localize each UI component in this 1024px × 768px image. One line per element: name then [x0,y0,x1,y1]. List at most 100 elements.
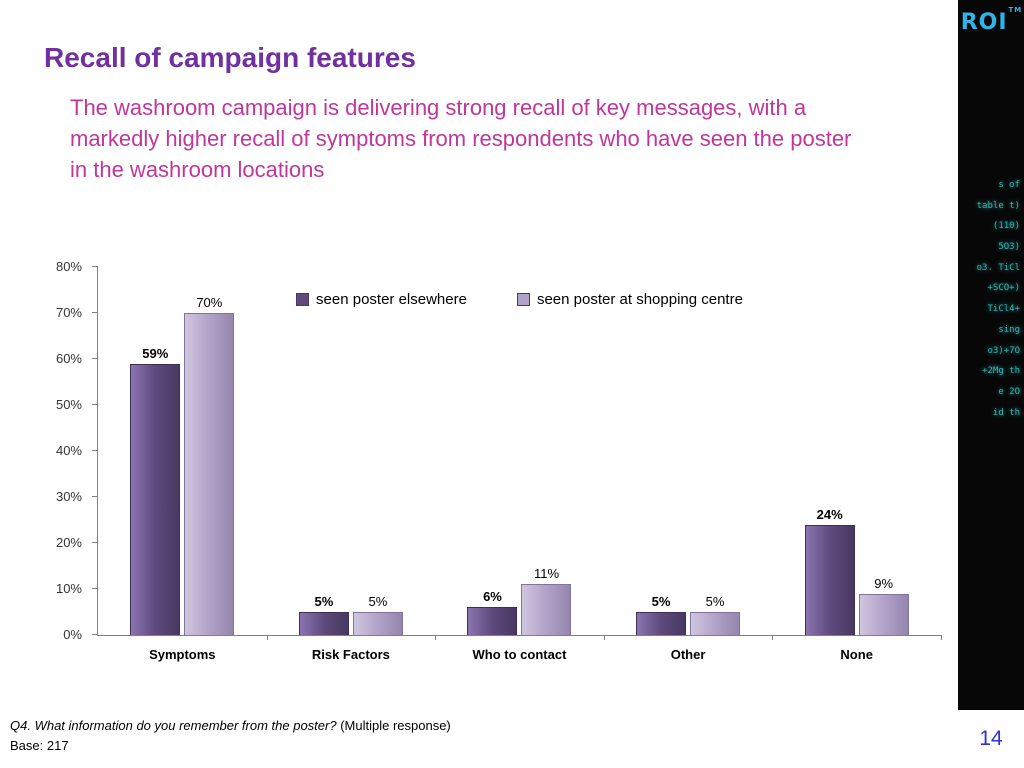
bar-value-label: 5% [368,594,388,609]
roi-logo-tm: TM [1008,5,1023,14]
bar-wrap: 6% [467,589,518,635]
bar-value-label: 70% [196,295,223,310]
bar-seen-poster-elsewhere [467,607,518,635]
y-tick-mark [92,404,98,405]
bar-wrap: 70% [184,295,235,635]
strip-footer: 14 [958,710,1024,768]
bar-seen-poster-elsewhere [130,363,181,635]
y-tick-mark [92,450,98,451]
code-decoration-line: o3)+7O [987,345,1020,356]
bar-value-label: 6% [483,589,502,605]
bar-wrap: 24% [804,506,855,635]
y-tick-label: 60% [55,351,82,366]
x-tick-mark [603,635,605,640]
code-decoration-line: e 2O [998,386,1020,397]
y-tick-label: 0% [63,627,82,642]
bar-wrap: 59% [130,345,181,635]
code-decoration-line: TiCl4+ [987,304,1020,315]
bar-seen-poster-at-shopping-centre [690,612,741,635]
code-decoration-line: (110) [992,221,1020,232]
y-tick-mark [92,634,98,635]
bar-wrap: 5% [352,594,403,635]
legend-label: seen poster at shopping centre [536,291,743,308]
bar-wrap: 5% [690,594,741,635]
page-number: 14 [979,727,1003,750]
legend-item: seen poster at shopping centre [516,291,743,308]
bar-value-label: 9% [874,575,894,591]
x-tick-mark [266,635,268,640]
y-tick-mark [92,542,98,543]
x-tick-mark [435,635,437,640]
category-label: Who to contact [472,647,567,662]
strip-black-panel: ROITM s of table t) (110) 5O3) o3. TiCl +SCO+… [958,0,1024,710]
category-label: Other [670,647,706,662]
right-strip: ROITM s of table t) (110) 5O3) o3. TiCl +SCO+… [958,0,1024,768]
plot-area: seen poster elsewhere seen poster at shop… [92,266,942,662]
code-decoration-line: 5O3) [998,242,1020,253]
bar-group-risk-factors: 5% 5% Risk Factors [267,267,436,662]
bar-wrap: 11% [521,566,572,635]
code-decoration-line: s of [998,180,1020,190]
slide-subtitle: The washroom campaign is delivering stro… [70,95,852,183]
bar-wrap: 9% [858,575,909,635]
footnote: Q4. What information do you remember fro… [10,716,451,756]
y-tick-label: 30% [55,489,82,504]
footnote-question: Q4. What information do you remember fro… [10,717,337,733]
category-label: Symptoms [149,647,216,662]
y-axis: 0% 10% 20% 30% 40% 50% 60% 70% 80% [40,260,90,642]
bar-seen-poster-at-shopping-centre [184,313,235,635]
bar-value-label: 11% [533,566,560,582]
y-tick-label: 50% [55,397,82,412]
code-decoration: s of table t) (110) 5O3) o3. TiCl +SCO+) TiCl4… [958,175,1024,423]
y-tick-mark [92,266,98,267]
page-title: Recall of campaign features [44,42,416,73]
code-decoration-line: +SCO+) [987,283,1020,294]
y-tick-label: 40% [55,443,82,458]
bar-seen-poster-at-shopping-centre [352,612,403,635]
bar-value-label: 24% [816,506,843,522]
y-tick-mark [92,358,98,359]
bar-value-label: 59% [142,345,169,361]
bar-value-label: 5% [314,594,334,609]
legend-swatch [296,293,310,306]
category-label: None [840,647,873,662]
y-tick-label: 80% [55,259,82,274]
x-tick-mark [941,635,942,640]
bar-value-label: 5% [651,594,671,609]
bar-group-other: 5% 5% Other [604,267,773,662]
bar-seen-poster-elsewhere [636,612,687,635]
y-tick-mark [92,312,98,313]
bar-seen-poster-at-shopping-centre [521,584,572,635]
code-decoration-line: sing [998,324,1020,335]
bar-wrap: 5% [298,594,349,635]
bar-group-none: 24% 9% None [772,267,941,662]
code-decoration-line: +2Mg th [982,366,1020,377]
x-tick-mark [772,635,774,640]
legend-swatch [516,293,530,306]
legend-item: seen poster elsewhere [296,291,467,308]
y-tick-mark [92,588,98,589]
code-decoration-line: id th [992,407,1020,418]
footnote-note: (Multiple response) [336,717,451,733]
bar-groups: 59% 70% Symptoms 5% 5% Risk Factors 6% 11% Who t… [98,267,941,662]
bar-seen-poster-elsewhere [804,524,855,635]
legend-label: seen poster elsewhere [316,291,467,308]
code-decoration-line: table t) [976,200,1020,211]
footnote-question-line: Q4. What information do you remember fro… [10,716,451,736]
bar-seen-poster-elsewhere [298,612,349,635]
y-tick-label: 70% [55,305,82,320]
y-tick-mark [92,496,98,497]
code-decoration-line: o3. TiCl [976,262,1020,273]
y-tick-label: 10% [55,581,82,596]
bar-group-who-to-contact: 6% 11% Who to contact [435,267,604,662]
roi-logo-text: ROI [960,10,1008,35]
bar-wrap: 5% [636,594,687,635]
y-tick-label: 20% [55,535,82,550]
chart-legend: seen poster elsewhere seen poster at shop… [98,291,941,308]
bar-value-label: 5% [705,594,725,609]
bar-seen-poster-at-shopping-centre [858,593,909,635]
base-label: Base: 217 [10,737,69,753]
category-label: Risk Factors [311,647,390,662]
roi-logo: ROITM [960,6,1022,35]
